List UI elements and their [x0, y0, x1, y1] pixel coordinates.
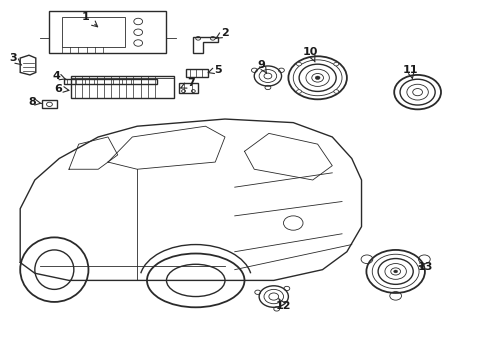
- Text: 2: 2: [215, 28, 228, 39]
- Text: 1: 1: [82, 12, 98, 27]
- Text: 8: 8: [28, 97, 41, 107]
- Circle shape: [315, 76, 320, 80]
- Text: 10: 10: [302, 46, 317, 62]
- Text: 4: 4: [53, 71, 66, 81]
- Circle shape: [393, 270, 397, 273]
- Text: 3: 3: [9, 53, 21, 65]
- Text: 9: 9: [257, 60, 266, 73]
- Circle shape: [296, 90, 301, 93]
- Text: 7: 7: [181, 78, 194, 88]
- Circle shape: [333, 62, 338, 66]
- Circle shape: [296, 62, 301, 66]
- Text: 13: 13: [416, 262, 432, 272]
- Circle shape: [333, 90, 338, 93]
- Text: 5: 5: [208, 64, 221, 75]
- Text: 11: 11: [402, 64, 417, 78]
- Text: 12: 12: [275, 298, 291, 311]
- Text: 6: 6: [54, 84, 69, 94]
